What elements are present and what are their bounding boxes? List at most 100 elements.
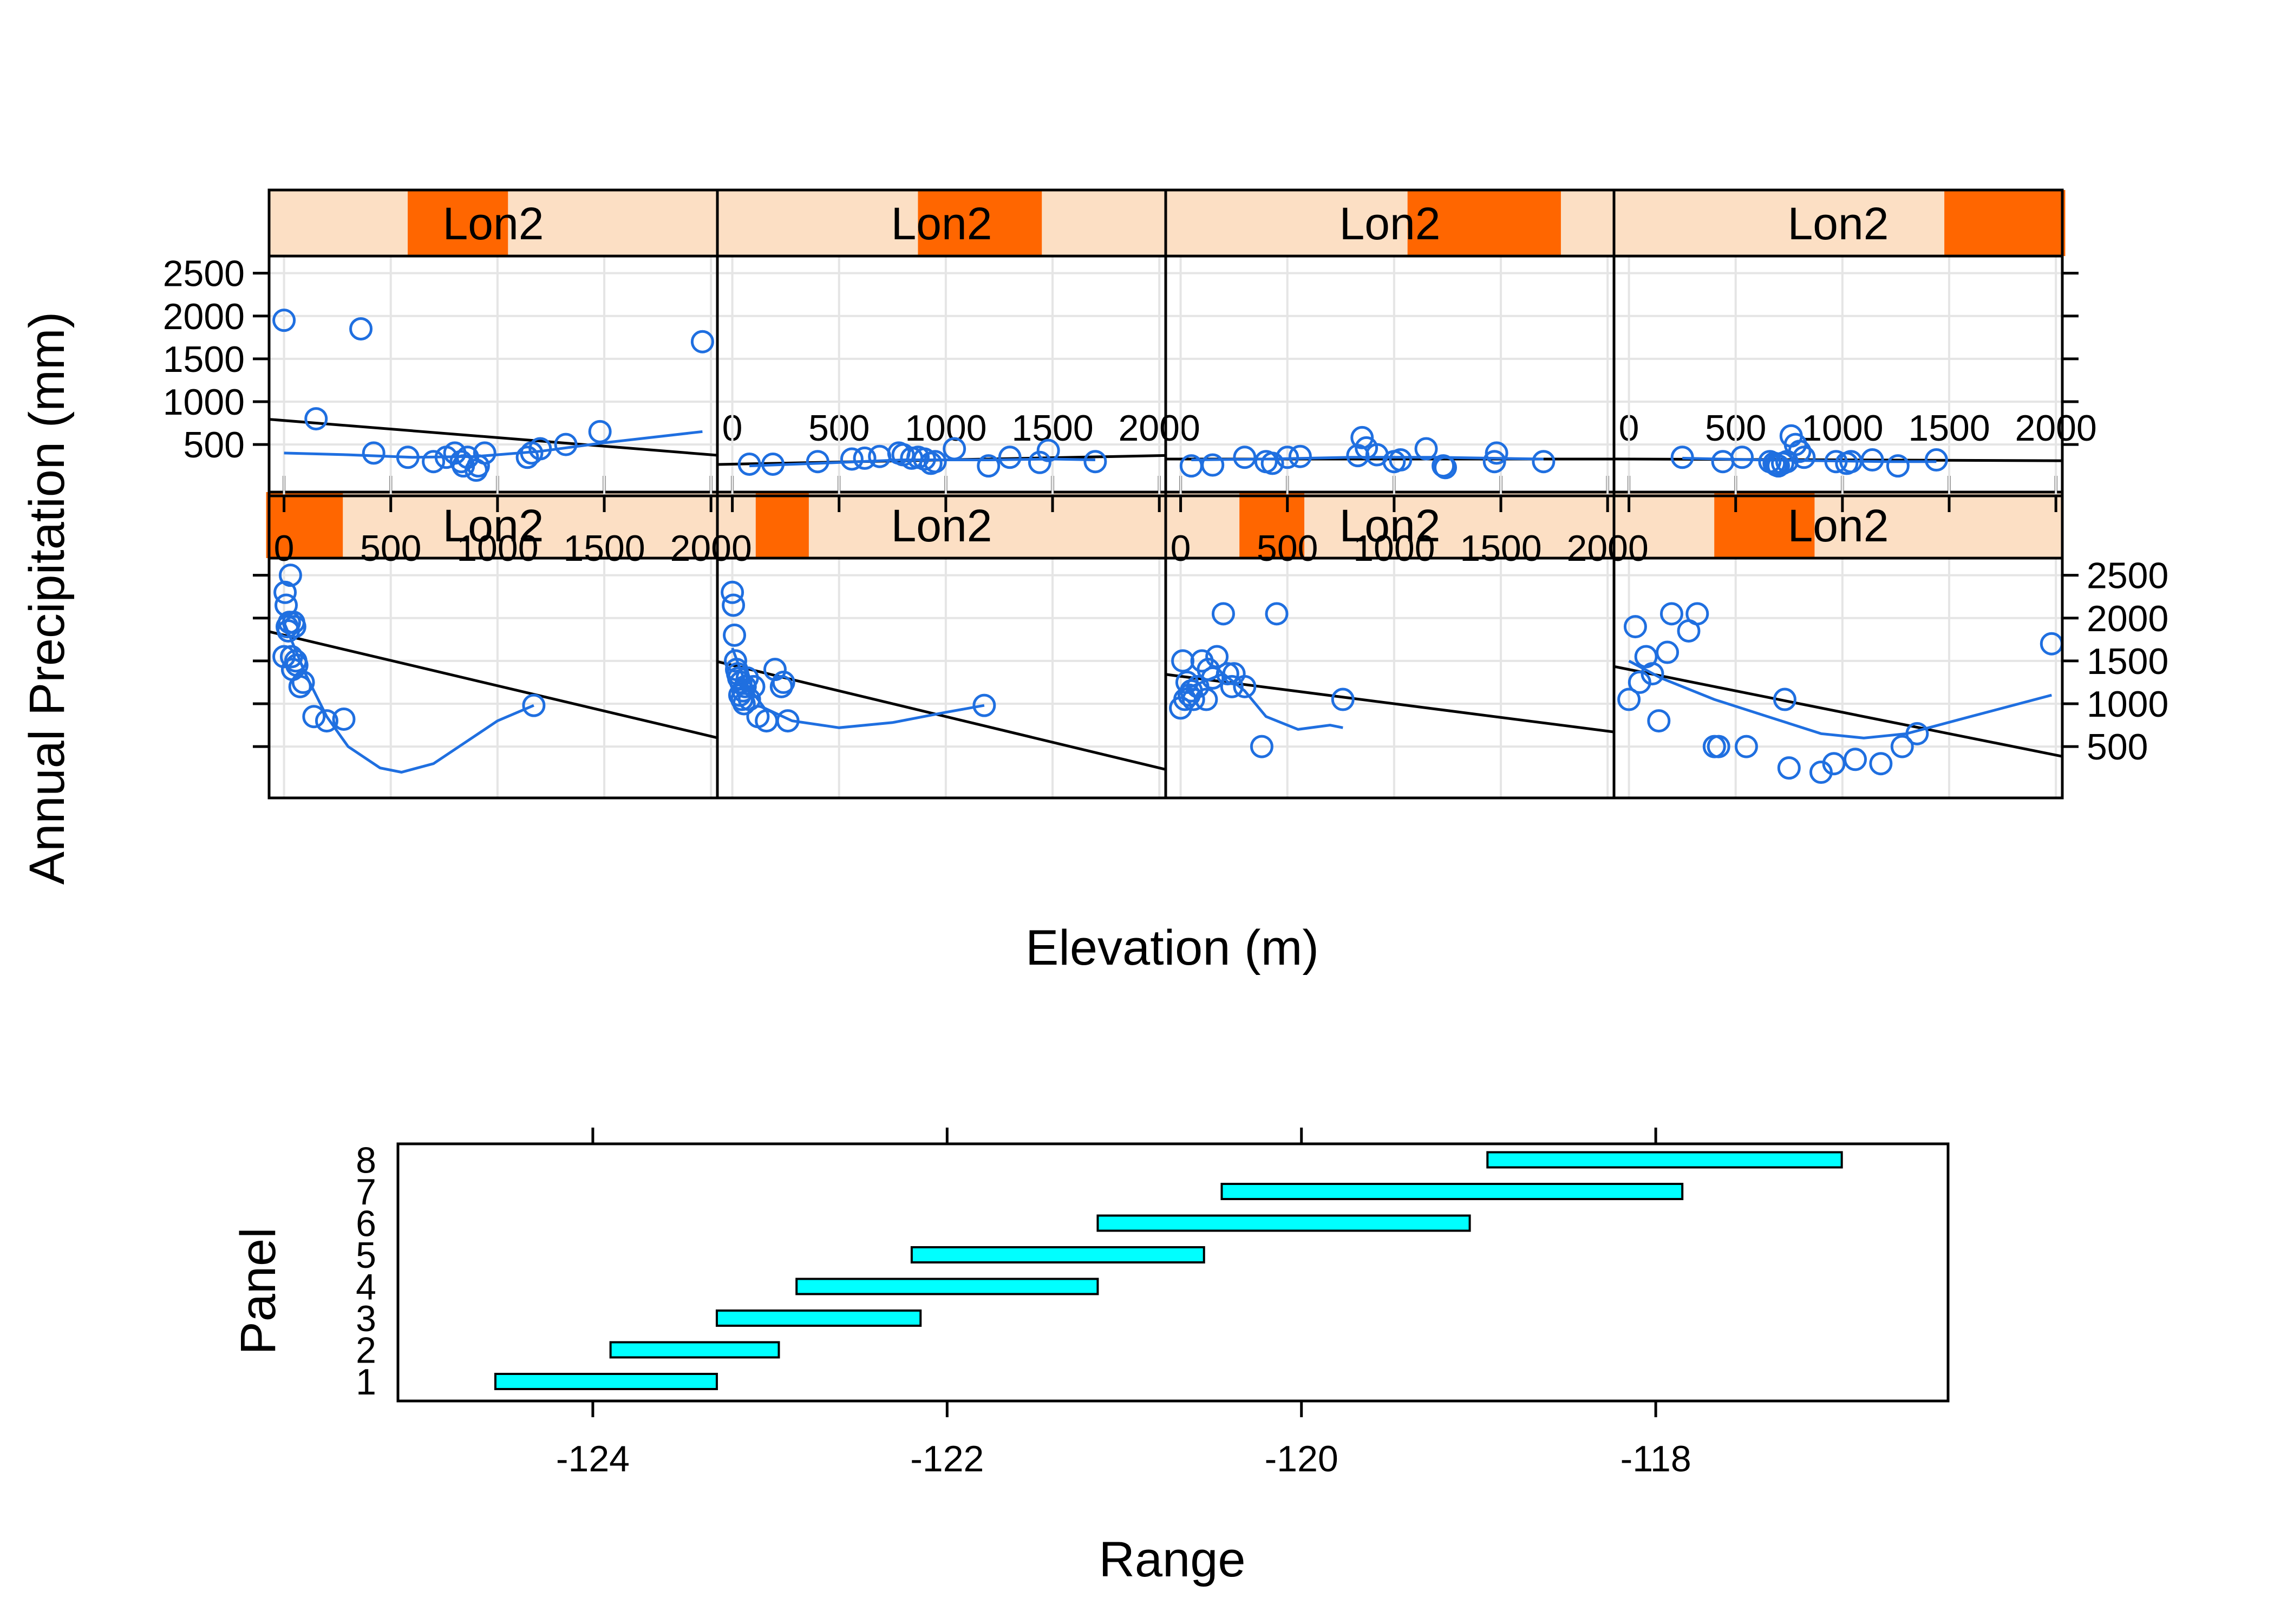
panel-plot-area [269,564,717,774]
strip-range-indicator [408,190,508,256]
data-point [515,446,539,469]
range-bar-5 [910,1246,1205,1263]
strip-label: Lon2 [1339,500,1441,551]
y-tick-label: 1500 [163,339,245,380]
panel-plot-area [1166,602,1614,758]
data-point [1276,446,1299,469]
data-point [1331,687,1355,711]
data-point [1205,645,1229,669]
data-point [1220,675,1244,698]
strip-label: Lon2 [1788,500,1889,551]
data-point [1036,438,1060,462]
strip-label: Lon2 [891,198,992,249]
panel-plot-area [1166,425,1614,480]
range-chart-border [396,1142,1950,1403]
x-tick-label: 0 [274,528,295,569]
x-tick-label: 1000 [456,528,538,569]
y-axis-title: Annual Precipitation (mm) [19,312,75,885]
x-tick-label: 2000 [670,528,752,569]
data-point [721,580,744,604]
range-bar-1 [494,1373,718,1390]
panel-plot-area [1614,602,2062,784]
data-point [1389,448,1413,472]
range-axis-title: Range [1099,1532,1245,1587]
range-bar-7 [1220,1183,1684,1200]
data-point [722,593,746,617]
data-point [1623,615,1647,639]
data-point [1773,687,1796,711]
data-point [291,670,315,694]
y-tick-label-right: 2000 [2087,598,2168,639]
range-bar-6 [1096,1214,1471,1232]
data-point [1414,437,1438,461]
data-point [840,447,864,471]
data-point [923,450,947,474]
panel-tick-label: 1 [356,1361,376,1403]
data-point [1734,735,1758,758]
data-point [1670,446,1694,469]
panel-3: Lon2 [1164,476,1616,800]
range-bar-4 [795,1278,1099,1295]
data-point [1233,675,1257,698]
data-point [1860,448,1884,472]
data-point [273,580,297,604]
y-tick-label: 1000 [163,382,245,423]
panel-axis-title: Panel [231,1227,286,1354]
y-tick-label-right: 2500 [2087,555,2168,597]
data-point [1628,670,1651,694]
data-point [1890,735,1914,758]
data-point [733,675,757,698]
data-point [776,709,800,733]
strip-label: Lon2 [891,500,992,551]
data-point [737,452,761,476]
range-x-tick-label: -118 [1620,1438,1691,1479]
data-point [272,309,296,332]
data-point [1260,451,1284,475]
regression-line [1166,673,1614,734]
data-point [998,446,1022,469]
data-point [1809,761,1833,784]
strip-label: Lon2 [443,198,544,249]
strip-background [1614,492,2062,558]
x-axis-title: Elevation (m) [1025,920,1319,975]
panel-plot-area [717,580,1166,771]
data-point [1250,735,1273,758]
x-tick-label: 1500 [563,528,645,569]
smooth-curve [1628,659,2052,739]
data-point [396,446,420,469]
y-tick-label: 2000 [163,296,245,337]
strip-range-indicator [1944,190,2066,256]
strip-background [269,492,717,558]
data-point [772,670,795,694]
x-tick-label: 1000 [1353,528,1435,569]
strip-range-indicator [1714,492,1815,558]
data-point [1201,666,1225,690]
x-tick-label: 2000 [1567,528,1649,569]
data-point [1792,446,1816,469]
data-point [1083,450,1107,474]
data-point [1822,752,1846,776]
data-point [972,693,996,717]
data-point [761,452,785,476]
smooth-curve [1191,456,1544,461]
panel-tick-label: 2 [356,1330,376,1371]
panel-plot-area [269,309,717,482]
strip-label: Lon2 [443,500,544,551]
data-point [723,623,747,647]
x-tick-label: 500 [360,528,421,569]
strip-border [1612,490,2064,560]
data-point [1685,602,1709,626]
strip-range-indicator [755,492,809,558]
panel-plot-area [717,437,1166,478]
x-tick-label: 500 [1257,528,1318,569]
panel-6: Lon2 [716,188,1167,512]
panel-tick-label: 5 [356,1235,376,1276]
y-tick-label: 500 [184,424,245,466]
data-point [1434,456,1458,480]
panel-7: Lon2 0 500 1000 1500 2000 [1164,188,1649,569]
x-tick-label: 0 [1171,528,1191,569]
